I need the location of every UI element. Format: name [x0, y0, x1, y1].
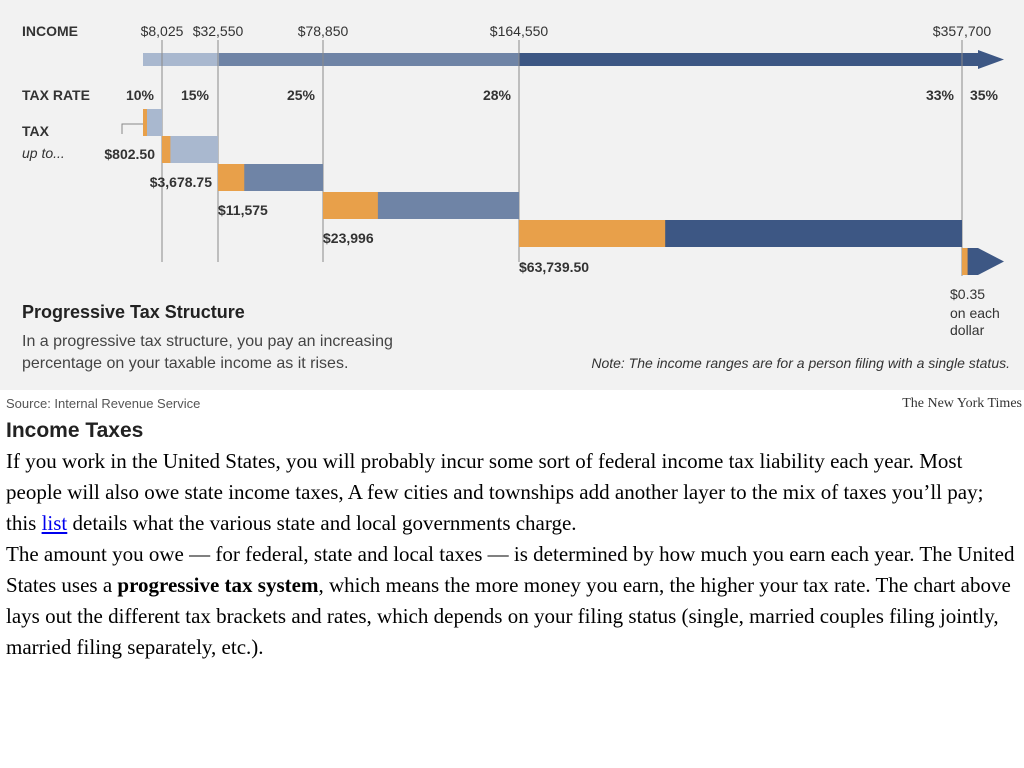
bracket-tax-portion — [143, 109, 147, 136]
graphic-description-line-1: In a progressive tax structure, you pay … — [22, 333, 393, 350]
tax-rate-label: 28% — [483, 87, 512, 103]
income-threshold-label: $357,700 — [933, 23, 992, 39]
filing-status-note: Note: The income ranges are for a person… — [591, 355, 1010, 371]
paragraph-1-text-end: details what the various state and local… — [67, 511, 577, 535]
bracket-tax-portion — [962, 248, 968, 275]
tax-bracket-graphic: INCOME TAX RATE TAX up to... $8,025 $32,5… — [0, 0, 1024, 390]
top-rate-note: $0.35 — [950, 286, 985, 302]
income-row-label: INCOME — [22, 23, 78, 39]
bracket-bar — [162, 136, 218, 163]
tax-rate-label: 15% — [181, 87, 210, 103]
paragraph-2-text-end: , which means the more money you earn, t… — [6, 573, 1011, 659]
income-band-mid — [219, 53, 519, 66]
article-title: Income Taxes — [6, 419, 144, 442]
income-threshold-label: $8,025 — [141, 23, 184, 39]
top-rate-note: on each — [950, 305, 1000, 321]
tax-row-label: TAX — [22, 123, 50, 139]
paragraph-1-text-start: If you work in the United States, you wi… — [6, 449, 984, 535]
tax-amount-label: $63,739.50 — [519, 259, 589, 275]
publisher-credit: The New York Times — [902, 396, 1022, 411]
bracket-tax-portion — [323, 192, 378, 219]
income-threshold-label: $78,850 — [298, 23, 349, 39]
tax-amount-label: $11,575 — [218, 202, 268, 218]
tax-row-sublabel: up to... — [22, 145, 65, 161]
graphic-title: Progressive Tax Structure — [22, 302, 245, 322]
tax-rate-label: 25% — [287, 87, 316, 103]
source-credit: Source: Internal Revenue Service — [6, 396, 201, 411]
article-paragraph-2: The amount you owe — for federal, state … — [6, 539, 1018, 663]
chart-marks: $8,025 $32,550 $78,850 $164,550 $357,700 10% 1… — [104, 23, 1004, 338]
progressive-tax-system-term: progressive tax system — [117, 573, 319, 597]
income-arrow-head — [978, 50, 1004, 69]
tax-amount-label: $802.50 — [104, 146, 155, 162]
tax-bracket-chart: INCOME TAX RATE TAX up to... $8,025 $32,5… — [22, 23, 1010, 372]
graphic-description-line-2: percentage on your taxable income as it … — [22, 355, 348, 372]
income-band-light — [143, 53, 219, 66]
tax-amount-label: $3,678.75 — [150, 174, 212, 190]
tax-rate-label: 33% — [926, 87, 955, 103]
top-rate-note: dollar — [950, 322, 985, 338]
article-paragraph-1: If you work in the United States, you wi… — [6, 446, 1018, 539]
article-body: Income Taxes If you work in the United S… — [6, 416, 1018, 663]
tax-rate-label: 35% — [970, 87, 999, 103]
tax-bracket-connector — [121, 123, 143, 134]
tax-rate-row-label: TAX RATE — [22, 87, 90, 103]
paragraph-2-text-start: The amount you owe — for federal, state … — [6, 542, 1015, 597]
state-local-list-link[interactable]: list — [41, 511, 68, 535]
bracket-tax-portion — [519, 220, 666, 247]
bracket-tax-portion — [162, 136, 171, 163]
top-bracket-arrow — [978, 248, 1004, 275]
income-threshold-label: $32,550 — [193, 23, 244, 39]
credits-bar: Source: Internal Revenue Service The New… — [0, 396, 1024, 416]
tax-rate-label: 10% — [126, 87, 155, 103]
income-threshold-label: $164,550 — [490, 23, 549, 39]
tax-amount-label: $23,996 — [323, 230, 374, 246]
income-band-dark — [519, 53, 978, 66]
bracket-bar — [143, 109, 162, 136]
bracket-tax-portion — [218, 164, 245, 191]
